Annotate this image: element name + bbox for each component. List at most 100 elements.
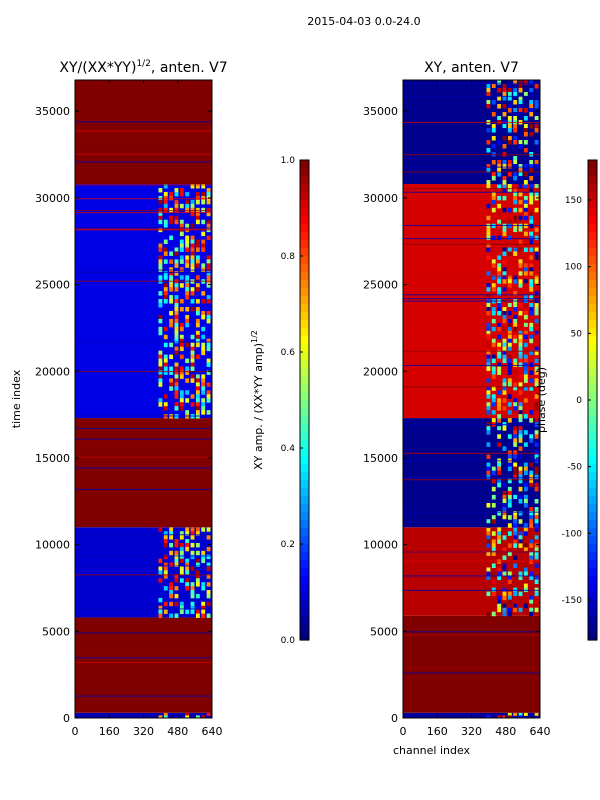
heatmap-cell — [163, 406, 168, 411]
colorbar-segment — [588, 360, 597, 369]
heatmap-cell — [529, 575, 534, 581]
heatmap-cell — [491, 326, 496, 332]
heatmap-cell — [502, 251, 507, 256]
heatmap-cell — [513, 160, 518, 165]
heatmap-cell — [179, 609, 184, 615]
heatmap-streak — [403, 121, 540, 123]
heatmap-cell — [523, 215, 528, 221]
colorbar-segment — [300, 336, 309, 345]
heatmap-cell — [534, 255, 539, 260]
heatmap-cell — [190, 255, 195, 260]
heatmap-cell — [486, 519, 491, 524]
y-tick-label: 10000 — [35, 539, 70, 552]
heatmap-cell — [502, 342, 507, 348]
heatmap-cell — [174, 539, 179, 544]
colorbar-segment — [588, 584, 597, 593]
heatmap-cell — [486, 350, 491, 356]
colorbar-segment — [588, 464, 597, 473]
heatmap-cell — [206, 546, 211, 552]
heatmap-cell — [518, 283, 523, 288]
heatmap-cell — [518, 712, 523, 716]
colorbar-segment — [588, 560, 597, 569]
heatmap-cell — [507, 478, 512, 484]
heatmap-cell — [534, 382, 539, 387]
heatmap-cell — [513, 539, 518, 544]
heatmap-cell — [518, 466, 523, 472]
heatmap-cell — [518, 350, 523, 356]
heatmap-cell — [497, 362, 502, 368]
heatmap-cell — [518, 715, 523, 718]
heatmap-cell — [534, 523, 539, 528]
heatmap-cell — [174, 314, 179, 320]
heatmap-cell — [507, 160, 512, 165]
heatmap-cell — [201, 410, 206, 415]
heatmap-cell — [502, 715, 507, 718]
heatmap-cell — [491, 547, 496, 552]
heatmap-cell — [195, 342, 200, 348]
y-tick-label: 30000 — [35, 192, 70, 205]
heatmap-cell — [502, 354, 507, 360]
heatmap-cell — [513, 390, 518, 395]
colorbar-segment — [300, 504, 309, 513]
heatmap-cell — [518, 112, 523, 117]
heatmap-cell — [486, 442, 491, 447]
heatmap-cell — [497, 180, 502, 185]
heatmap-streak — [403, 298, 540, 300]
heatmap-cell — [185, 542, 190, 548]
heatmap-cell — [190, 346, 195, 352]
heatmap-cell — [502, 547, 507, 552]
heatmap-cell — [179, 322, 184, 328]
colorbar-segment — [588, 544, 597, 553]
colorbar-segment — [588, 488, 597, 497]
heatmap-cell — [502, 374, 507, 379]
colorbar-segment — [588, 328, 597, 337]
heatmap-streak — [75, 121, 212, 123]
heatmap-cell — [163, 299, 168, 304]
heatmap-cell — [529, 295, 534, 300]
x-tick-label: 0 — [400, 725, 407, 738]
x-axis-label: channel index — [393, 744, 471, 757]
heatmap-cell — [502, 406, 507, 411]
heatmap-cell — [507, 394, 512, 399]
colorbar-segment — [300, 584, 309, 593]
heatmap-streak — [75, 210, 212, 212]
heatmap-cell — [507, 207, 512, 213]
heatmap-cell — [491, 503, 496, 508]
heatmap-cell — [518, 330, 523, 336]
x-tick-label: 480 — [167, 725, 188, 738]
colorbar-segment — [300, 360, 309, 369]
heatmap-cell — [513, 334, 518, 340]
heatmap-cell — [206, 562, 211, 567]
heatmap-cell — [206, 235, 211, 241]
heatmap-cell — [179, 223, 184, 229]
heatmap-cell — [502, 96, 507, 101]
heatmap-cell — [507, 567, 512, 573]
heatmap-cell — [158, 374, 163, 379]
heatmap-cell — [523, 80, 528, 85]
heatmap-cell — [534, 519, 539, 524]
heatmap-cell — [529, 187, 534, 193]
heatmap-cell — [195, 191, 200, 197]
heatmap-band — [75, 418, 212, 528]
heatmap-cell — [529, 132, 534, 137]
heatmap-cell — [174, 187, 179, 193]
colorbar-segment — [300, 288, 309, 297]
heatmap-cell — [206, 590, 211, 595]
heatmap-cell — [169, 271, 174, 276]
y-tick-label: 20000 — [35, 365, 70, 378]
heatmap-cell — [529, 80, 534, 85]
heatmap-cell — [518, 498, 523, 504]
heatmap-cell — [497, 442, 502, 447]
heatmap-cell — [507, 595, 512, 601]
heatmap-cell — [502, 279, 507, 284]
heatmap-cell — [529, 515, 534, 520]
heatmap-cell — [491, 88, 496, 93]
heatmap-cell — [534, 275, 539, 280]
heatmap-cell — [523, 563, 528, 568]
heatmap — [403, 80, 540, 718]
heatmap-streak — [75, 653, 212, 655]
x-tick-label: 640 — [202, 725, 223, 738]
heatmap-cell — [523, 362, 528, 368]
heatmap-cell — [491, 531, 496, 536]
heatmap-cell — [190, 299, 195, 304]
